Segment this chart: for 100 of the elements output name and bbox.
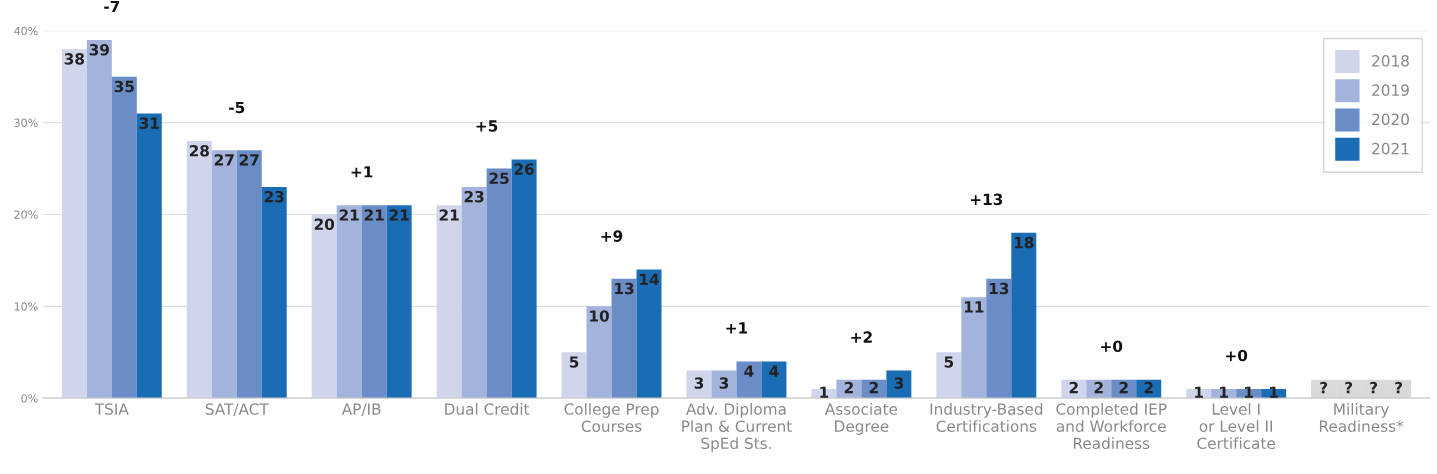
data-label: 35 [114, 80, 134, 93]
data-label: 21 [439, 209, 459, 221]
x-tick-label: Dual Credit [445, 403, 530, 415]
x-tick-label: Adv. Diploma Plan & Current SpEd Sts. [682, 403, 792, 453]
bar [761, 361, 787, 399]
data-label: 31 [139, 117, 159, 129]
x-tick-label: Industry-Based Certifications [930, 403, 1043, 432]
x-tick-label: TSIA [94, 403, 129, 415]
legend-label: 2021 [1372, 142, 1409, 155]
data-label: 2 [1144, 381, 1153, 394]
data-label: 4 [744, 365, 754, 377]
data-label: 2 [869, 381, 878, 394]
data-label: 1 [1270, 386, 1278, 398]
text: -7 [104, 0, 120, 13]
x-tick-label: Associate Degree [824, 403, 898, 435]
y-tick-label: 30% [14, 118, 38, 128]
bar [736, 361, 762, 399]
bar [986, 278, 1012, 399]
x-tick-label: Level I or Level II Certificate [1197, 403, 1276, 450]
data-label: 18 [1014, 236, 1034, 249]
data-label: 4 [769, 365, 779, 377]
bar [636, 269, 662, 399]
bar [886, 370, 912, 399]
data-label: 10 [590, 310, 609, 322]
data-label: 2 [1069, 381, 1078, 394]
data-label: 28 [189, 144, 209, 157]
data-label: 39 [89, 43, 109, 56]
data-label: 14 [640, 273, 659, 285]
y-tick-label: 0% [21, 394, 38, 403]
bar [461, 186, 487, 399]
data-label: 1 [820, 386, 829, 398]
data-label: 23 [264, 190, 284, 203]
bar [586, 306, 612, 399]
bar [211, 150, 237, 399]
annotation: +9 [601, 230, 623, 242]
legend-label: 2019 [1372, 84, 1409, 96]
bar [336, 205, 362, 399]
x-tick-label: Completed IEP and Workforce Readiness [1056, 403, 1167, 450]
y-tick-label: 40% [14, 26, 38, 36]
data-label: 1 [1245, 386, 1253, 398]
annotation: +1 [351, 166, 373, 178]
data-label: ? [1320, 381, 1328, 394]
x-tick-label: Military Readiness* [1319, 403, 1404, 432]
bar [511, 159, 537, 399]
data-label: ? [1370, 381, 1378, 394]
data-label: 21 [339, 209, 359, 221]
legend-label: 2018 [1372, 55, 1409, 67]
bar [611, 278, 637, 399]
data-label: 3 [719, 377, 729, 389]
bar [561, 352, 587, 399]
bar [961, 297, 987, 399]
bar [386, 205, 412, 399]
bar [436, 205, 462, 399]
bar [186, 141, 212, 399]
data-label: 5 [569, 356, 579, 368]
data-label: 1 [1220, 386, 1228, 398]
data-label: ? [1395, 381, 1403, 394]
data-label: 23 [464, 190, 484, 203]
data-label: 21 [364, 209, 384, 221]
data-label: 25 [489, 172, 509, 185]
data-label: 27 [239, 154, 259, 166]
bar [486, 168, 512, 399]
data-label: 3 [894, 377, 903, 389]
data-label: 5 [944, 356, 954, 368]
bar [311, 214, 337, 399]
annotation: +5 [476, 120, 498, 132]
bar [711, 370, 737, 399]
y-tick-label: 10% [14, 302, 38, 311]
data-label: ? [1345, 381, 1353, 394]
data-label: 2 [1094, 381, 1103, 394]
data-label: 13 [615, 282, 634, 295]
data-label: 1 [1195, 386, 1203, 398]
x-tick-label: College Prep Courses [564, 403, 659, 432]
data-label: 2 [1119, 381, 1128, 394]
annotation: +1 [726, 322, 748, 334]
data-label: 11 [964, 301, 984, 313]
annotation: +0 [1101, 340, 1123, 353]
bar [261, 186, 287, 399]
y-tick-label: 20% [14, 210, 38, 219]
annotation: +13 [970, 193, 1003, 206]
data-label: 13 [989, 282, 1009, 295]
annotation: -5 [229, 101, 245, 114]
bar [61, 49, 87, 399]
bar [136, 113, 162, 399]
data-label: 20 [314, 218, 335, 230]
data-label: 26 [514, 163, 534, 175]
bar [111, 76, 137, 399]
bar [361, 205, 387, 399]
data-label: 27 [214, 154, 234, 166]
bar [86, 39, 112, 399]
annotation: +2 [851, 331, 872, 343]
x-tick-label: AP/IB [341, 403, 381, 417]
data-label: 2 [844, 381, 853, 394]
data-label: 38 [64, 53, 85, 65]
bar [236, 150, 262, 399]
bar [936, 352, 962, 399]
x-tick-label: SAT/ACT [205, 403, 269, 417]
legend-label: 2020 [1372, 113, 1409, 126]
data-label: 3 [694, 377, 704, 389]
bar [686, 370, 712, 399]
